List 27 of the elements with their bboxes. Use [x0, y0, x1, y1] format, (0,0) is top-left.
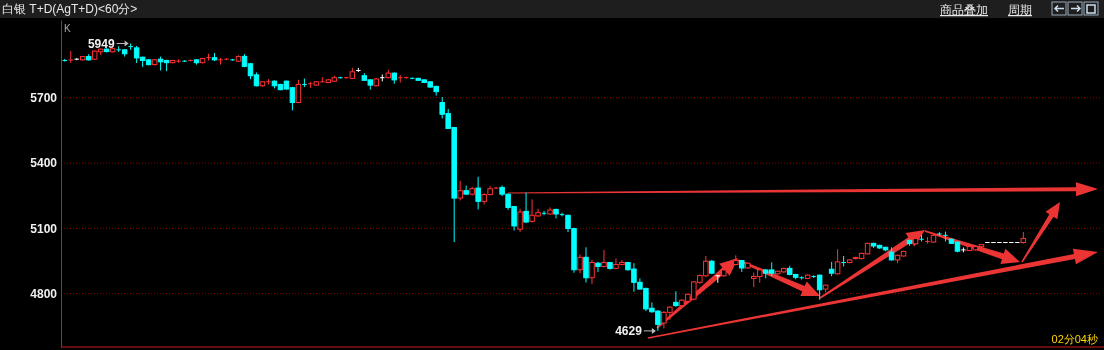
candlestick	[834, 248, 841, 275]
y-tick-label: 5700	[30, 91, 58, 106]
annotation: 5949	[87, 36, 115, 51]
candlestick	[595, 261, 601, 273]
candlestick	[541, 210, 547, 216]
candlestick	[523, 192, 529, 224]
y-tick-label: 5100	[30, 221, 58, 236]
candlestick	[475, 176, 481, 210]
candlestick	[457, 180, 463, 201]
candlestick	[577, 253, 583, 274]
candlestick	[68, 50, 73, 64]
text: 商品叠加	[940, 3, 988, 17]
y-tick-label: 4800	[30, 287, 58, 301]
candlestick	[517, 208, 523, 233]
candlestick	[589, 259, 595, 285]
candlestick	[673, 290, 679, 308]
chart-title: 白银 T+D(AgT+D)<60分>	[2, 2, 138, 16]
annotation: 4629	[615, 323, 643, 338]
text: 周期	[1008, 3, 1032, 17]
annotation: 02分04秒	[1051, 333, 1098, 345]
y-tick-label: 5400	[30, 156, 58, 171]
candlestick	[601, 249, 607, 269]
candlestick	[727, 263, 733, 269]
candlestick	[937, 231, 942, 237]
annotation: K	[64, 23, 71, 34]
candlestick	[841, 255, 846, 267]
candlestick	[583, 246, 589, 284]
